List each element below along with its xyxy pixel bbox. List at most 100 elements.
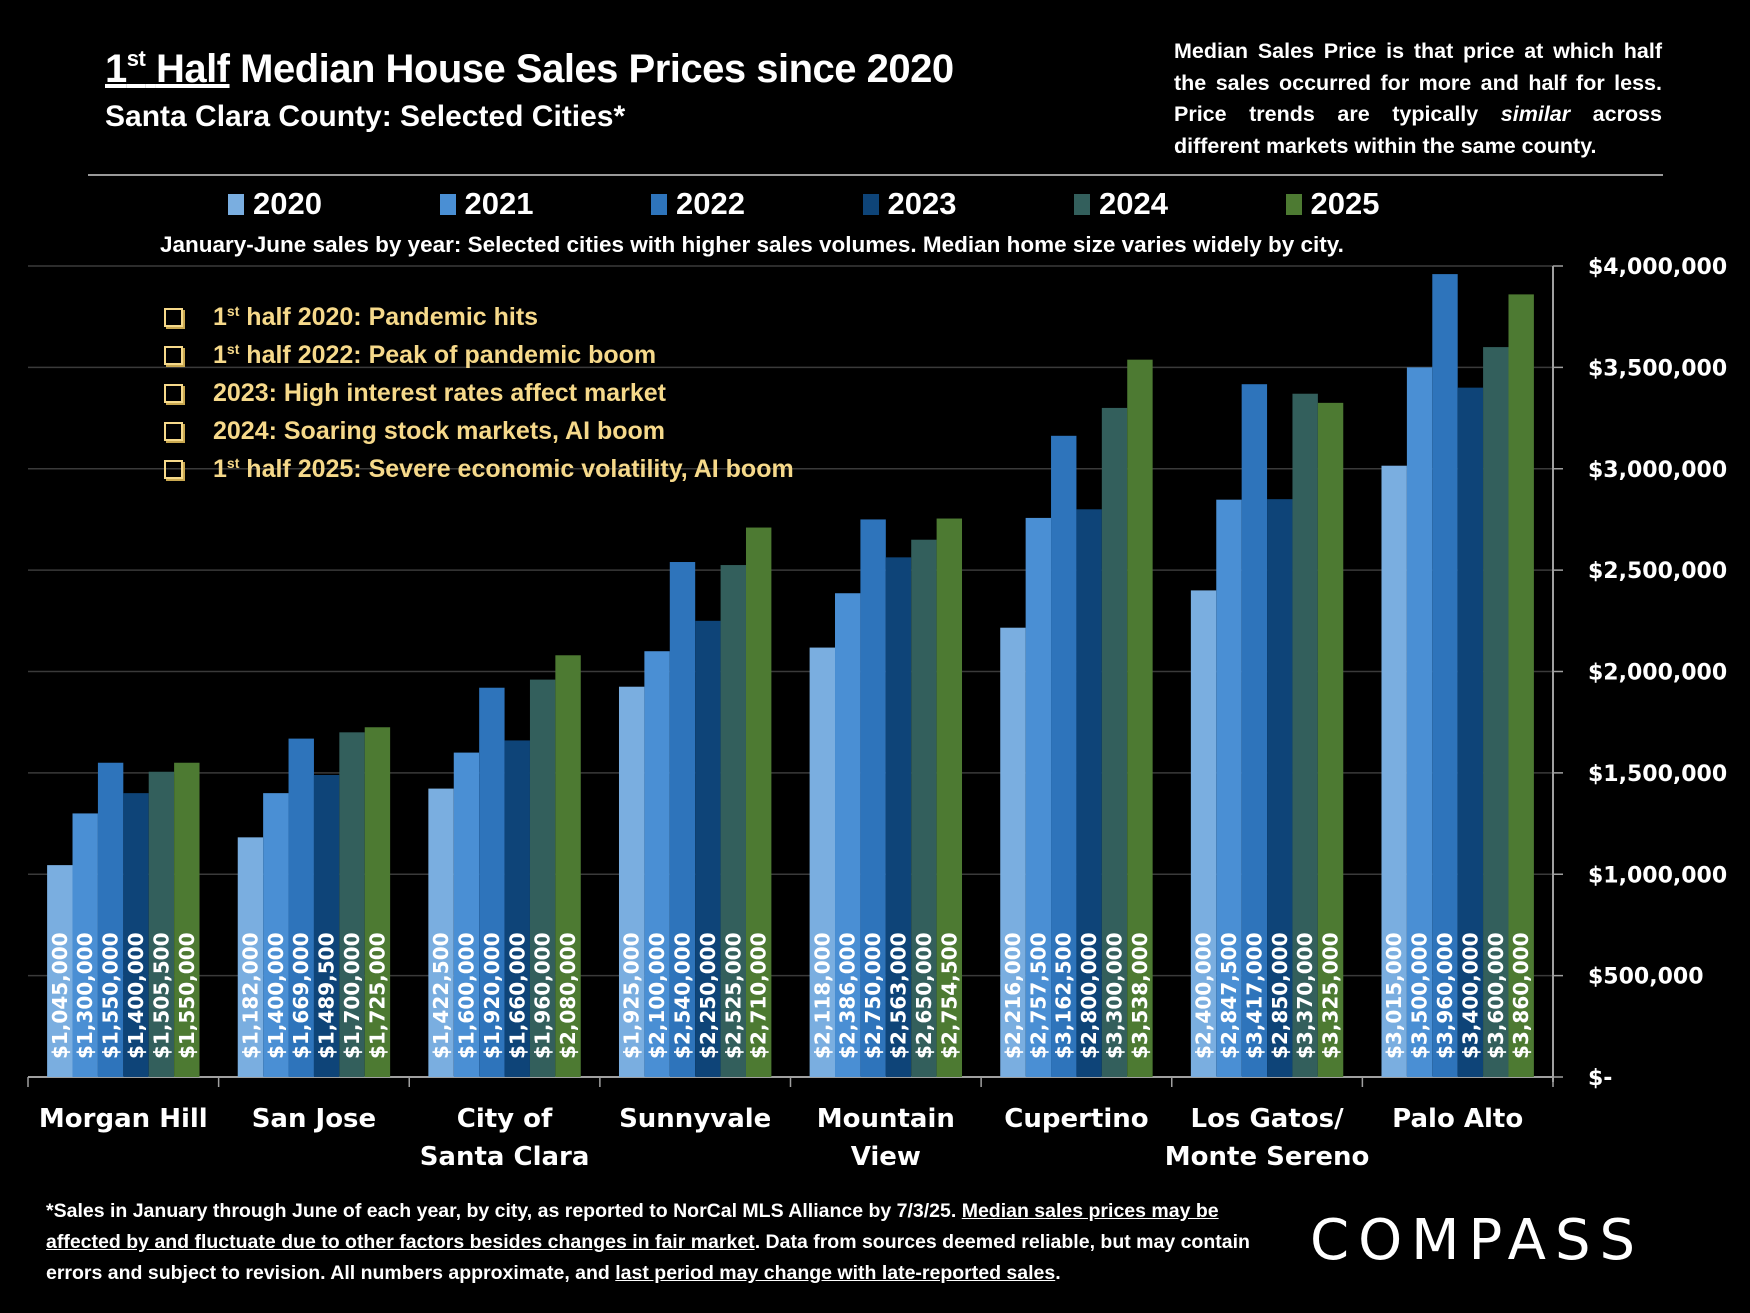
bar-value-label: $2,525,000 bbox=[721, 932, 745, 1059]
bar-2022 bbox=[1241, 384, 1268, 1077]
bar-value-label: $3,300,000 bbox=[1103, 932, 1127, 1059]
bar-2020 bbox=[1190, 590, 1217, 1077]
bar-value-label: $2,754,500 bbox=[937, 932, 961, 1059]
bar-2022 bbox=[860, 519, 886, 1077]
bar-2022 bbox=[479, 687, 505, 1077]
title-underlined-word: Half bbox=[155, 47, 230, 91]
legend-swatch bbox=[439, 193, 456, 215]
bar-value-label: $1,700,000 bbox=[340, 932, 364, 1059]
category-label: View bbox=[851, 1142, 921, 1172]
bar-2025 bbox=[364, 727, 391, 1077]
category-label: Mountain bbox=[817, 1104, 955, 1134]
event-item: 1st half 2020: Pandemic hits bbox=[160, 298, 794, 336]
bar-2023 bbox=[695, 620, 721, 1077]
bar-2022 bbox=[1432, 274, 1458, 1077]
bar-2021 bbox=[72, 813, 98, 1077]
note-text-1: Median Sales Price is that price at whic… bbox=[1174, 39, 1662, 126]
legend-swatch bbox=[862, 193, 879, 215]
bar-2024 bbox=[148, 771, 175, 1077]
bar-value-label: $1,960,000 bbox=[531, 932, 555, 1059]
legend-item-2022: 2022 bbox=[651, 186, 745, 222]
bar-2020 bbox=[1000, 627, 1026, 1077]
footnote-text-3: . bbox=[1055, 1262, 1061, 1284]
bar-2025 bbox=[936, 518, 963, 1077]
bar-2022 bbox=[1051, 435, 1077, 1078]
bar-value-label: $2,757,500 bbox=[1026, 932, 1050, 1059]
chart-subtitle: Santa Clara County: Selected Cities* bbox=[105, 100, 626, 133]
bar-value-label: $2,563,000 bbox=[887, 932, 911, 1059]
category-label: City of bbox=[457, 1104, 553, 1134]
bar-2021 bbox=[263, 793, 289, 1077]
definition-note: Median Sales Price is that price at whic… bbox=[1174, 36, 1662, 162]
bar-2021 bbox=[1406, 367, 1433, 1077]
bar-2020 bbox=[237, 837, 264, 1077]
bar-value-label: $3,960,000 bbox=[1433, 932, 1457, 1059]
bar-2023 bbox=[1076, 509, 1102, 1077]
y-tick-label: $3,500,000 bbox=[1588, 356, 1727, 381]
y-tick-label: $2,000,000 bbox=[1588, 661, 1727, 686]
bar-value-label: $2,850,000 bbox=[1268, 932, 1292, 1059]
y-tick-label: $4,000,000 bbox=[1588, 255, 1727, 280]
bar-2023 bbox=[1457, 387, 1484, 1077]
legend-item-2024: 2024 bbox=[1074, 186, 1168, 222]
bar-value-label: $2,847,500 bbox=[1217, 932, 1241, 1059]
compass-logo: COMPASS bbox=[1310, 1208, 1645, 1273]
legend-item-2023: 2023 bbox=[862, 186, 957, 222]
bar-value-label: $1,920,000 bbox=[480, 932, 504, 1059]
bar-2024 bbox=[529, 679, 556, 1077]
bar-2023 bbox=[504, 740, 530, 1077]
category-label: Palo Alto bbox=[1392, 1104, 1523, 1134]
bar-2021 bbox=[453, 752, 480, 1077]
legend-swatch bbox=[651, 193, 667, 215]
checkbox-bullet-icon bbox=[164, 421, 183, 441]
event-text: 1st half 2022: Peak of pandemic boom bbox=[213, 340, 657, 369]
category-label: Sunnyvale bbox=[619, 1104, 771, 1134]
y-tick-label: $1,500,000 bbox=[1588, 762, 1727, 787]
bar-2024 bbox=[1292, 393, 1318, 1077]
category-label: Monte Sereno bbox=[1165, 1142, 1370, 1172]
event-text: 2024: Soaring stock markets, AI boom bbox=[213, 416, 666, 445]
chart-caption: January-June sales by year: Selected cit… bbox=[160, 232, 1344, 257]
chart-title: 1st Half Median House Sales Prices since… bbox=[105, 46, 954, 92]
event-text: 1st half 2025: Severe economic volatilit… bbox=[213, 454, 794, 483]
bar-2022 bbox=[97, 762, 124, 1077]
bar-value-label: $1,669,000 bbox=[289, 932, 313, 1059]
legend-label: 2023 bbox=[887, 186, 957, 221]
bar-value-label: $2,080,000 bbox=[556, 932, 580, 1059]
bar-value-label: $3,538,000 bbox=[1128, 932, 1152, 1059]
event-item: 1st half 2022: Peak of pandemic boom bbox=[160, 336, 794, 374]
bar-value-label: $2,750,000 bbox=[861, 932, 885, 1059]
bar-value-label: $3,015,000 bbox=[1382, 932, 1406, 1059]
bar-value-label: $2,540,000 bbox=[670, 932, 694, 1059]
bar-2024 bbox=[911, 539, 937, 1077]
bar-value-label: $2,118,000 bbox=[810, 932, 834, 1059]
legend-label: 2020 bbox=[253, 186, 322, 221]
bar-value-label: $1,925,000 bbox=[620, 932, 644, 1059]
bar-2025 bbox=[1127, 359, 1153, 1077]
bar-2025 bbox=[745, 527, 772, 1077]
bar-2024 bbox=[339, 732, 365, 1077]
category-label: Los Gatos/ bbox=[1191, 1104, 1345, 1134]
bar-value-label: $1,422,500 bbox=[429, 932, 453, 1059]
footnote: *Sales in January through June of each y… bbox=[46, 1196, 1296, 1289]
bar-2024 bbox=[1483, 347, 1509, 1078]
bar-2023 bbox=[313, 775, 340, 1077]
note-text-2: across different markets within the same… bbox=[1174, 102, 1662, 158]
category-label: Morgan Hill bbox=[39, 1104, 208, 1134]
bar-2025 bbox=[174, 762, 200, 1077]
bar-value-label: $3,325,000 bbox=[1319, 932, 1343, 1059]
footnote-text-2: . Data from sources deemed reliable, but… bbox=[46, 1231, 1250, 1284]
bar-value-label: $1,400,000 bbox=[264, 932, 288, 1059]
bar-value-label: $1,489,500 bbox=[315, 932, 339, 1059]
bar-value-label: $1,725,000 bbox=[365, 932, 389, 1059]
bar-2021 bbox=[1216, 499, 1242, 1077]
bar-2020 bbox=[618, 686, 645, 1077]
title-rest: Median House Sales Prices since 2020 bbox=[229, 47, 954, 91]
legend-swatch bbox=[228, 193, 244, 215]
bar-value-label: $3,500,000 bbox=[1408, 932, 1432, 1059]
category-label: San Jose bbox=[252, 1104, 376, 1134]
checkbox-bullet-icon bbox=[164, 307, 183, 327]
bar-2020 bbox=[428, 788, 454, 1077]
header-divider bbox=[88, 174, 1663, 176]
bar-value-label: $1,400,000 bbox=[124, 932, 148, 1059]
